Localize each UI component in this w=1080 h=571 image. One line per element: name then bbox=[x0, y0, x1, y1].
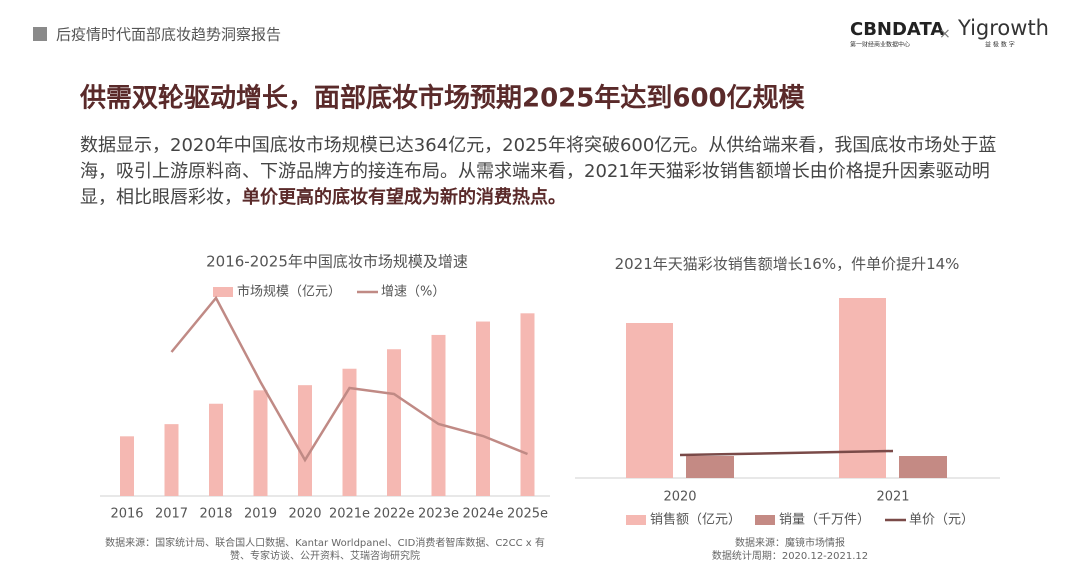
legend-swatch bbox=[626, 515, 646, 525]
paragraph-text: 数据显示，2020年中国底妆市场规模已达364亿元，2025年将突破600亿元。… bbox=[80, 135, 997, 208]
bar bbox=[431, 334, 446, 496]
x-tick-label: 2018 bbox=[199, 507, 232, 522]
paragraph-highlight: 单价更高的底妆有望成为新的消费热点。 bbox=[242, 187, 566, 208]
bar bbox=[476, 321, 490, 496]
line-series bbox=[679, 449, 894, 457]
x-tick-label: 2020 bbox=[663, 490, 696, 505]
x-tick-label: 2016 bbox=[110, 507, 143, 522]
x-tick-label: 2021e bbox=[329, 507, 370, 522]
bar bbox=[164, 424, 179, 496]
logo-cbndata-sub: 第一财经商业数据中心 bbox=[850, 41, 910, 49]
x-tick-label: 2020 bbox=[288, 507, 321, 522]
legend-label: 增速（%） bbox=[381, 285, 445, 300]
x-tick-label: 2025e bbox=[507, 507, 548, 522]
x-tick-label: 2023e bbox=[418, 507, 459, 522]
bar bbox=[387, 349, 401, 496]
logo-times: × bbox=[939, 26, 951, 42]
bar bbox=[626, 323, 673, 478]
header-square bbox=[33, 27, 47, 41]
line-series bbox=[170, 295, 528, 463]
legend-swatch bbox=[755, 515, 775, 525]
x-tick-label: 2017 bbox=[155, 507, 188, 522]
source-note: 数据来源：国家统计局、联合国人口数据、Kantar Worldpanel、CID… bbox=[105, 538, 545, 562]
bar bbox=[253, 390, 268, 496]
legend-label: 销量（千万件） bbox=[779, 513, 870, 528]
paragraph: 数据显示，2020年中国底妆市场规模已达364亿元，2025年将突破600亿元。… bbox=[80, 133, 1010, 211]
report-name: 后疫情时代面部底妆趋势洞察报告 bbox=[56, 26, 281, 44]
bar bbox=[686, 456, 734, 478]
x-tick-label: 2021 bbox=[876, 490, 909, 505]
x-tick-label: 2019 bbox=[244, 507, 277, 522]
bar bbox=[342, 368, 357, 496]
logo-yigrowth: Yigrowth bbox=[957, 16, 1049, 40]
logo-yigrowth-sub: 益 极 数 字 bbox=[985, 41, 1015, 49]
chart-title: 2016-2025年中国底妆市场规模及增速 bbox=[206, 253, 468, 271]
bar bbox=[520, 313, 535, 496]
period-note: 数据统计周期：2020.12-2021.12 bbox=[711, 551, 869, 562]
legend-label: 市场规模（亿元） bbox=[237, 284, 341, 300]
legend-label: 销售额（亿元） bbox=[650, 512, 741, 528]
x-tick-label: 2024e bbox=[462, 507, 503, 522]
bar bbox=[120, 436, 134, 496]
bar bbox=[839, 298, 886, 478]
bar bbox=[899, 456, 947, 478]
legend-label: 单价（元） bbox=[909, 513, 974, 528]
logo-cbndata: CBNDATA bbox=[850, 19, 944, 40]
chart-title: 2021年天猫彩妆销售额增长16%，件单价提升14% bbox=[614, 255, 960, 273]
legend-swatch bbox=[213, 287, 233, 297]
bar bbox=[209, 403, 223, 496]
page-title: 供需双轮驱动增长，面部底妆市场预期2025年达到600亿规模 bbox=[79, 83, 806, 114]
source-note: 数据来源：魔镜市场情报 bbox=[735, 538, 845, 549]
bar bbox=[298, 385, 312, 496]
x-tick-label: 2022e bbox=[373, 507, 414, 522]
